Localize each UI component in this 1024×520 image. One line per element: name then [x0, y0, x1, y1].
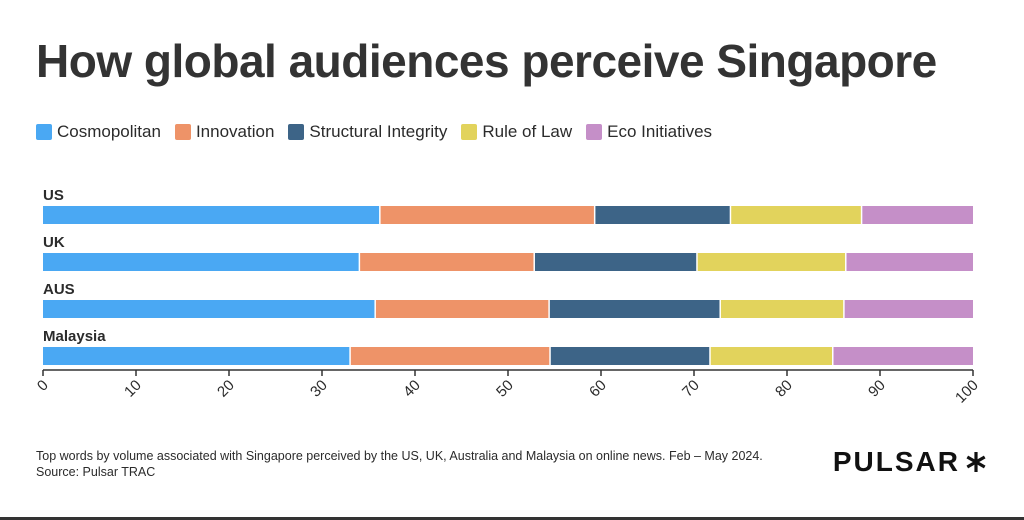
legend-label-eco-initiatives: Eco Initiatives	[607, 122, 713, 141]
x-tick-label-20: 20	[214, 377, 238, 401]
x-tick-label-90: 90	[865, 377, 889, 401]
x-tick-label-70: 70	[679, 377, 703, 401]
category-label-malaysia: Malaysia	[43, 328, 106, 345]
x-tick-label-40: 40	[400, 377, 424, 401]
bar-us-innovation	[380, 206, 594, 224]
legend-swatch-structural-integrity	[288, 124, 305, 140]
legend-item-structural-integrity: Structural Integrity	[288, 122, 447, 142]
bar-aus-cosmopolitan	[43, 300, 375, 318]
brand-logo: PULSAR	[833, 446, 988, 478]
bar-aus-innovation	[375, 300, 549, 318]
asterisk-icon	[966, 452, 986, 472]
bar-us-cosmopolitan	[43, 206, 380, 224]
footnote-description: Top words by volume associated with Sing…	[36, 449, 763, 463]
bar-malaysia-cosmopolitan	[43, 347, 350, 365]
legend-label-rule-of-law: Rule of Law	[482, 122, 573, 141]
legend-item-rule-of-law: Rule of Law	[461, 122, 572, 142]
bar-aus-eco-initiatives	[844, 300, 973, 318]
legend: Cosmopolitan Innovation Structural Integ…	[36, 122, 712, 142]
bar-uk-structural-integrity	[534, 253, 697, 271]
bar-malaysia-innovation	[350, 347, 550, 365]
bar-aus-rule-of-law	[720, 300, 844, 318]
bar-us-structural-integrity	[595, 206, 730, 224]
legend-item-innovation: Innovation	[174, 122, 275, 142]
legend-swatch-cosmopolitan	[36, 124, 52, 140]
brand-name: PULSAR	[832, 446, 960, 477]
stacked-bar-chart: US UK AUS Malaysia 0 10 20 30 40 50 60 70 80 90 100	[34, 187, 982, 407]
category-label-aus: AUS	[43, 281, 75, 298]
footnote: Top words by volume associated with Sing…	[36, 448, 763, 480]
x-tick-label-30: 30	[307, 377, 331, 401]
legend-swatch-innovation	[174, 124, 191, 140]
chart-title: How global audiences perceive Singapore	[36, 35, 937, 87]
bar-uk-eco-initiatives	[846, 253, 973, 271]
bar-uk-rule-of-law	[697, 253, 846, 271]
x-tick-label-60: 60	[586, 377, 610, 401]
bar-aus-structural-integrity	[549, 300, 720, 318]
category-label-uk: UK	[43, 234, 65, 251]
bar-uk-cosmopolitan	[43, 253, 359, 271]
bar-us-rule-of-law	[731, 206, 861, 224]
x-tick-label-50: 50	[493, 377, 517, 401]
x-tick-label-10: 10	[121, 377, 145, 401]
bar-uk-innovation	[360, 253, 534, 271]
bottom-rule	[0, 517, 1024, 520]
footnote-source: Source: Pulsar TRAC	[36, 465, 156, 479]
bar-malaysia-eco-initiatives	[833, 347, 973, 365]
bar-malaysia-structural-integrity	[550, 347, 710, 365]
legend-swatch-rule-of-law	[461, 124, 478, 140]
x-tick-label-80: 80	[772, 377, 796, 401]
legend-label-structural-integrity: Structural Integrity	[309, 122, 448, 141]
legend-label-cosmopolitan: Cosmopolitan	[57, 122, 161, 141]
x-tick-label-0: 0	[34, 377, 52, 395]
bar-malaysia-rule-of-law	[710, 347, 832, 365]
legend-swatch-eco-initiatives	[586, 124, 603, 140]
x-tick-label-100: 100	[952, 377, 982, 407]
legend-item-cosmopolitan: Cosmopolitan	[36, 122, 161, 142]
legend-item-eco-initiatives: Eco Initiatives	[586, 122, 712, 142]
category-label-us: US	[43, 187, 64, 204]
legend-label-innovation: Innovation	[195, 122, 275, 141]
bar-us-eco-initiatives	[862, 206, 973, 224]
